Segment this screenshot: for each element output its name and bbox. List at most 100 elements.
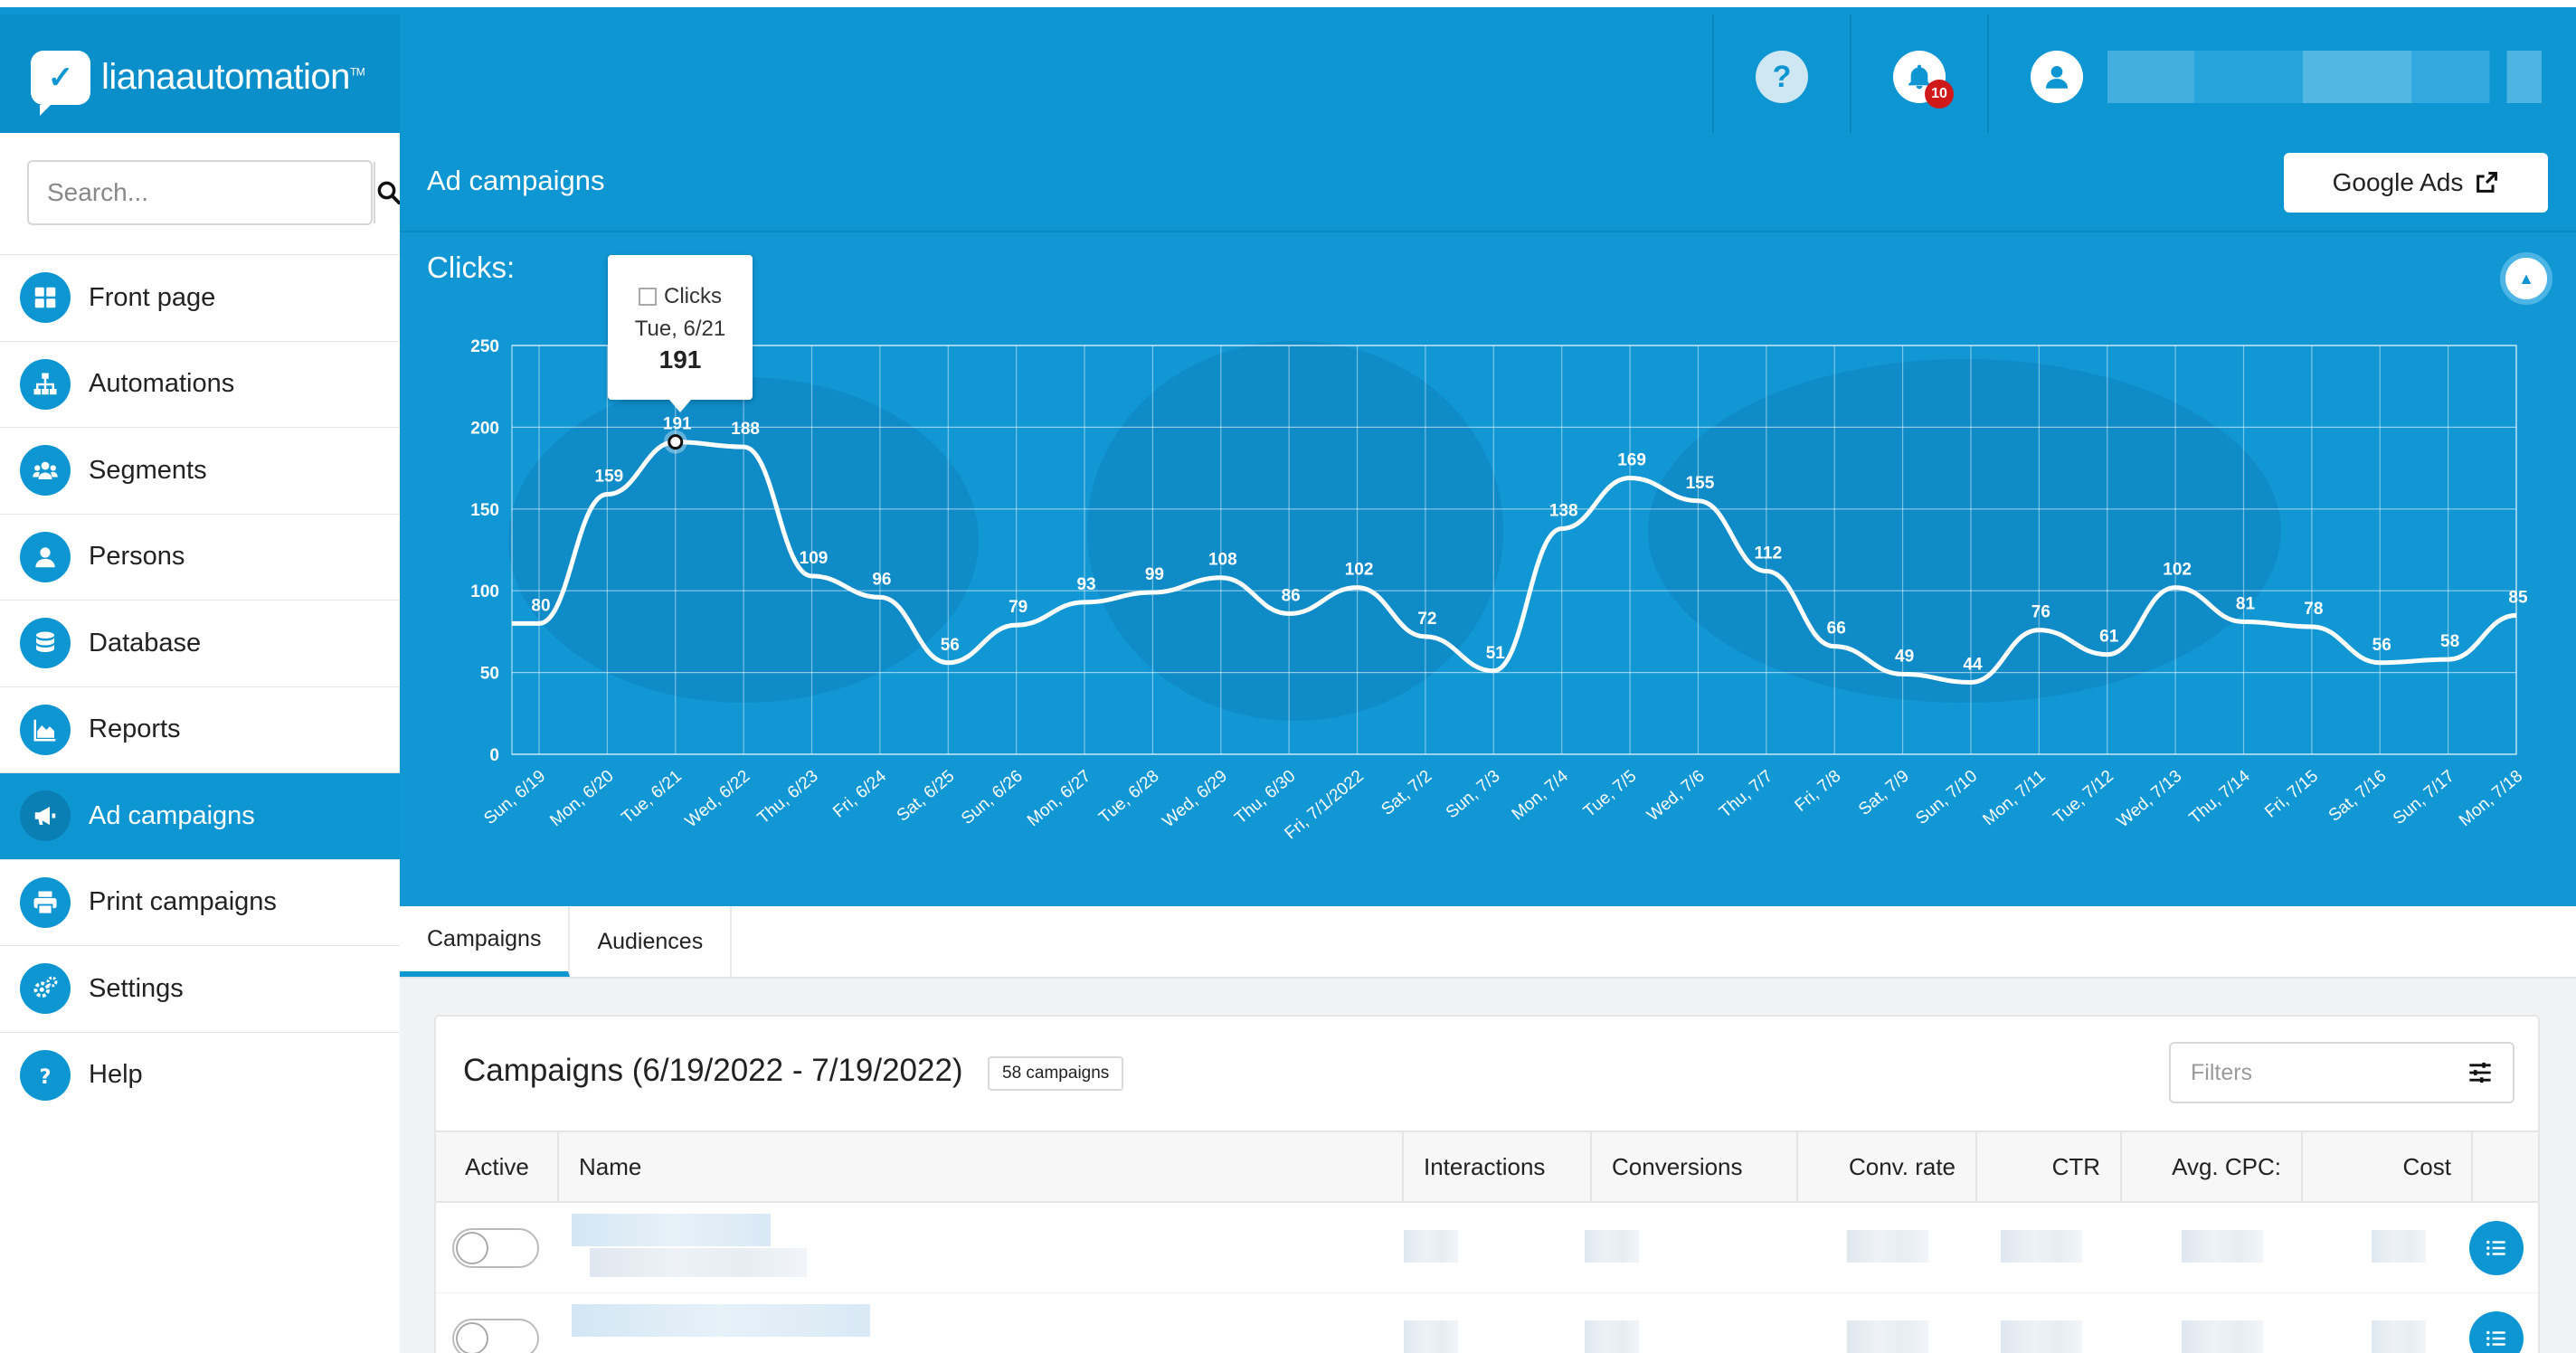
- x-tick-label: Wed, 7/6: [1643, 767, 1708, 826]
- x-tick-label: Sat, 7/2: [1378, 767, 1435, 819]
- x-tick-label: Mon, 7/11: [1979, 767, 2049, 829]
- campaign-name-redacted[interactable]: [572, 1304, 870, 1337]
- data-label: 108: [1208, 551, 1237, 570]
- cell-redacted: [2372, 1320, 2426, 1353]
- x-tick-label: Fri, 7/8: [1792, 767, 1845, 816]
- x-tick-label: Sun, 7/17: [2390, 767, 2458, 828]
- column-header-cost[interactable]: Cost: [2303, 1132, 2473, 1201]
- logo-text: lianaautomationTM: [101, 57, 365, 97]
- active-toggle[interactable]: [452, 1318, 539, 1353]
- data-label: 79: [1009, 598, 1028, 617]
- logo-icon: ✓: [31, 50, 90, 116]
- megaphone-icon: [20, 790, 71, 842]
- sidebar-item-label: Reports: [89, 714, 181, 744]
- table-header: Active Name Interactions Conversions Con…: [436, 1131, 2538, 1203]
- data-label: 112: [1754, 544, 1782, 563]
- tab-campaigns[interactable]: Campaigns: [400, 906, 571, 977]
- column-header-conversions[interactable]: Conversions: [1592, 1132, 1798, 1201]
- printer-icon: [20, 876, 71, 928]
- sliders-icon[interactable]: [2467, 1060, 2493, 1085]
- row-menu-button[interactable]: [2469, 1221, 2524, 1275]
- sidebar-item-automations[interactable]: Automations: [0, 340, 400, 428]
- data-label: 49: [1895, 647, 1914, 666]
- data-label: 155: [1686, 474, 1715, 493]
- sidebar-item-help[interactable]: ? Help: [0, 1031, 400, 1119]
- sitemap-icon: [20, 358, 71, 410]
- sidebar-item-label: Ad campaigns: [89, 800, 255, 830]
- search-button[interactable]: [374, 162, 402, 223]
- tooltip-date: Tue, 6/21: [634, 317, 726, 341]
- active-toggle[interactable]: [452, 1227, 539, 1268]
- column-header-avg-cpc[interactable]: Avg. CPC:: [2122, 1132, 2303, 1201]
- cell-redacted: [2182, 1230, 2263, 1263]
- list-icon: [2486, 1330, 2505, 1347]
- x-tick-label: Thu, 6/30: [1231, 767, 1299, 828]
- y-tick-label: 0: [489, 746, 499, 765]
- tab-audiences[interactable]: Audiences: [570, 906, 733, 977]
- data-label: 138: [1549, 501, 1578, 520]
- sidebar-item-settings[interactable]: Settings: [0, 945, 400, 1032]
- cell-redacted: [1847, 1320, 1928, 1353]
- sidebar-item-reports[interactable]: Reports: [0, 686, 400, 773]
- x-tick-label: Wed, 7/13: [2114, 767, 2186, 832]
- series-checkbox[interactable]: [639, 288, 657, 306]
- column-header-active[interactable]: Active: [436, 1132, 559, 1201]
- data-label: 99: [1145, 565, 1164, 584]
- search-input[interactable]: [29, 162, 374, 223]
- page-header: Ad campaigns Google Ads: [400, 133, 2576, 232]
- x-tick-label: Fri, 6/24: [829, 766, 890, 821]
- data-label: 109: [800, 549, 829, 568]
- data-label: 85: [2508, 588, 2528, 607]
- external-link-icon: [2477, 171, 2498, 193]
- notifications-button[interactable]: [1893, 51, 1946, 103]
- sidebar-item-database[interactable]: Database: [0, 600, 400, 686]
- x-tick-label: Sat, 7/16: [2325, 767, 2391, 826]
- sidebar-item-segments[interactable]: Segments: [0, 427, 400, 514]
- filters-input[interactable]: [2191, 1059, 2444, 1086]
- x-tick-label: Thu, 7/7: [1716, 767, 1776, 822]
- column-header-ctr[interactable]: CTR: [1977, 1132, 2122, 1201]
- help-button[interactable]: ?: [1756, 51, 1808, 103]
- campaigns-table: Active Name Interactions Conversions Con…: [436, 1131, 2538, 1353]
- sidebar-item-front-page[interactable]: Front page: [0, 254, 400, 341]
- x-tick-label: Sat, 6/25: [894, 767, 959, 826]
- series-line-clicks: [512, 440, 2517, 685]
- sidebar-item-label: Print campaigns: [89, 887, 277, 917]
- collapse-chart-button[interactable]: ▲: [2500, 252, 2552, 305]
- world-map-background: [508, 377, 979, 703]
- campaign-name-redacted[interactable]: [572, 1214, 771, 1246]
- x-tick-label: Tue, 7/12: [2050, 767, 2117, 828]
- y-tick-label: 200: [470, 419, 499, 438]
- content-area: Campaigns (6/19/2022 - 7/19/2022) 58 cam…: [400, 979, 2576, 1353]
- data-label: 102: [1345, 561, 1374, 580]
- data-label: 66: [1827, 620, 1846, 639]
- divider: [1850, 14, 1852, 140]
- column-header-conv-rate[interactable]: Conv. rate: [1798, 1132, 1977, 1201]
- grid-icon: [20, 272, 71, 324]
- filters-box[interactable]: [2169, 1042, 2514, 1103]
- table-row: [436, 1293, 2538, 1353]
- campaign-detail-redacted: [590, 1248, 807, 1277]
- sidebar-item-persons[interactable]: Persons: [0, 513, 400, 601]
- user-name-redacted[interactable]: [2107, 51, 2542, 103]
- app-logo[interactable]: ✓ lianaautomationTM: [0, 14, 400, 140]
- data-label: 93: [1076, 575, 1095, 594]
- data-label: 58: [2440, 632, 2459, 651]
- cell-redacted: [1847, 1230, 1928, 1263]
- chart-title: Clicks:: [427, 251, 516, 284]
- google-ads-button[interactable]: Google Ads: [2284, 153, 2548, 213]
- data-label: 56: [941, 636, 960, 655]
- sidebar-item-label: Front page: [89, 282, 216, 312]
- campaign-count-badge: 58 campaigns: [988, 1056, 1124, 1091]
- sidebar-item-print-campaigns[interactable]: Print campaigns: [0, 858, 400, 946]
- divider: [1712, 14, 1714, 140]
- tooltip-series: Clicks: [664, 284, 722, 308]
- cell-redacted: [2001, 1320, 2082, 1353]
- data-label: 61: [2099, 628, 2119, 647]
- user-menu-button[interactable]: [2031, 51, 2083, 103]
- sidebar-item-ad-campaigns[interactable]: Ad campaigns: [0, 772, 400, 859]
- column-header-name[interactable]: Name: [559, 1132, 1404, 1201]
- column-header-interactions[interactable]: Interactions: [1404, 1132, 1592, 1201]
- row-menu-button[interactable]: [2469, 1311, 2524, 1353]
